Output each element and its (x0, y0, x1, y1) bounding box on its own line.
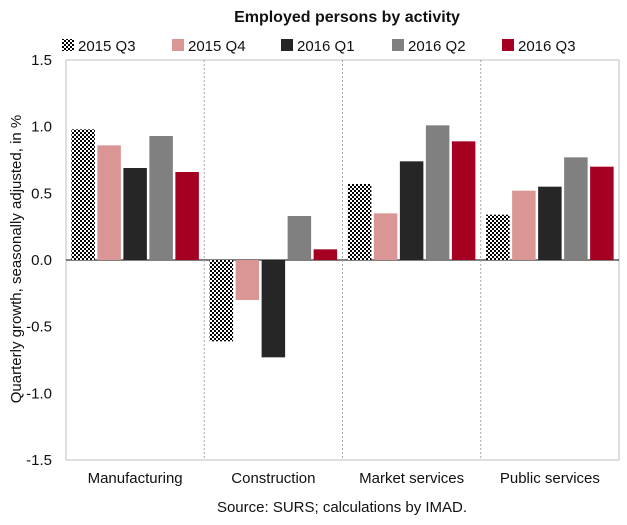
legend: 2015 Q3 2015 Q4 2016 Q1 2016 Q2 2016 Q3 (62, 38, 576, 55)
chart-title: Employed persons by activity (234, 9, 460, 26)
legend-swatch (62, 39, 74, 51)
x-category-label: Public services (500, 470, 600, 487)
bar-2016-q2-manufacturing (149, 136, 173, 260)
legend-label: 2015 Q3 (78, 38, 136, 55)
y-axis-label: Quarterly growth, seasonally adjusted, i… (8, 115, 25, 403)
legend-item: 2015 Q4 (172, 38, 246, 55)
bar-2016-q3-public-services (590, 166, 614, 260)
legend-label: 2015 Q4 (188, 38, 246, 55)
bar-2016-q1-manufacturing (123, 168, 147, 260)
legend-swatch (502, 39, 514, 51)
bar-2016-q3-manufacturing (175, 172, 199, 260)
y-axis-ticks: 1.5 1.0 0.5 0.0 -0.5 -1.0 -1.5 (26, 52, 52, 469)
bar-2016-q2-construction (287, 216, 312, 260)
legend-swatch (172, 39, 184, 51)
legend-item: 2016 Q1 (281, 38, 355, 55)
bar-2016-q2-public-services (564, 157, 588, 260)
bar-2015-q4-market-services (373, 213, 398, 260)
x-category-label: Manufacturing (88, 470, 183, 487)
y-tick-label: 1.0 (31, 119, 52, 136)
y-tick-label: 0.0 (31, 252, 52, 269)
category-separators (203, 60, 482, 460)
legend-item: 2016 Q3 (502, 38, 576, 55)
legend-label: 2016 Q2 (408, 38, 466, 55)
legend-item: 2015 Q3 (62, 38, 136, 55)
bar-2015-q4-manufacturing (97, 145, 121, 260)
bars (71, 125, 614, 358)
y-tick-label: -1.5 (26, 452, 52, 469)
y-tick-label: 1.5 (31, 52, 52, 69)
bar-2015-q3-public-services (486, 214, 510, 260)
bar-2016-q3-market-services (451, 141, 476, 260)
bar-2015-q3-construction (209, 260, 234, 342)
bar-2016-q1-public-services (538, 186, 562, 260)
bar-2015-q4-construction (235, 260, 260, 300)
x-axis-categories: Manufacturing Construction Market services… (88, 470, 600, 487)
y-tick-label: -0.5 (26, 319, 52, 336)
bar-2015-q3-manufacturing (71, 129, 95, 260)
bar-2016-q2-market-services (425, 125, 450, 260)
legend-item: 2016 Q2 (392, 38, 466, 55)
bar-2015-q3-market-services (347, 184, 372, 260)
bar-2016-q3-construction (313, 249, 338, 260)
bar-2015-q4-public-services (512, 190, 536, 260)
bar-2016-q1-market-services (399, 161, 424, 260)
legend-label: 2016 Q3 (518, 38, 576, 55)
bar-2016-q1-construction (261, 260, 286, 358)
y-tick-label: 0.5 (31, 185, 52, 202)
legend-swatch (392, 39, 404, 51)
legend-label: 2016 Q1 (297, 38, 355, 55)
y-tick-label: -1.0 (26, 385, 52, 402)
legend-swatch (281, 39, 293, 51)
x-category-label: Construction (231, 470, 315, 487)
x-category-label: Market services (359, 470, 464, 487)
source-note: Source: SURS; calculations by IMAD. (217, 499, 467, 516)
